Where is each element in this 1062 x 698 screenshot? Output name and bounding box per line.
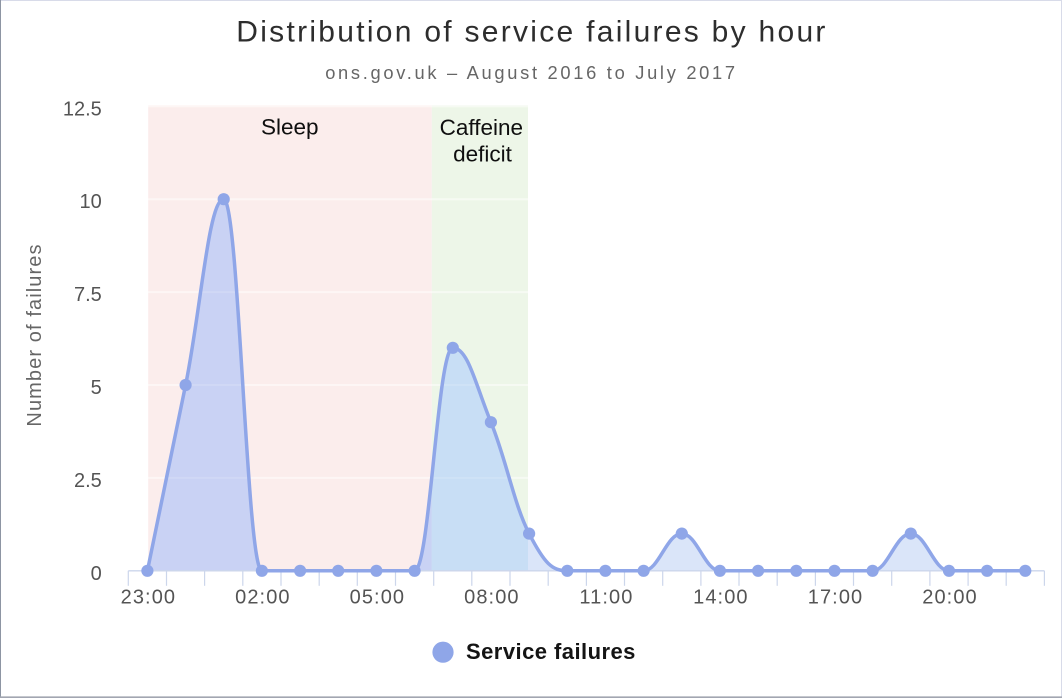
- svg-text:7.5: 7.5: [74, 284, 102, 306]
- svg-text:23:00: 23:00: [121, 586, 177, 608]
- svg-text:2.5: 2.5: [74, 470, 102, 492]
- svg-text:17:00: 17:00: [808, 586, 864, 608]
- svg-text:ons.gov.uk – August 2016 to Ju: ons.gov.uk – August 2016 to July 2017: [325, 62, 738, 83]
- svg-text:5: 5: [91, 377, 102, 399]
- svg-text:05:00: 05:00: [350, 586, 406, 608]
- svg-text:12.5: 12.5: [63, 98, 102, 120]
- svg-text:02:00: 02:00: [235, 586, 291, 608]
- svg-text:deficit: deficit: [453, 141, 513, 166]
- svg-text:Distribution of service failur: Distribution of service failures by hour: [236, 15, 827, 48]
- svg-text:20:00: 20:00: [922, 586, 978, 608]
- svg-text:Sleep: Sleep: [261, 115, 319, 140]
- svg-text:Number of failures: Number of failures: [24, 243, 46, 426]
- svg-text:Service failures: Service failures: [466, 639, 636, 664]
- svg-text:0: 0: [91, 563, 102, 585]
- svg-text:08:00: 08:00: [464, 586, 520, 608]
- svg-text:Caffeine: Caffeine: [440, 115, 523, 140]
- svg-text:14:00: 14:00: [693, 586, 749, 608]
- svg-text:11:00: 11:00: [579, 586, 633, 608]
- svg-text:10: 10: [80, 191, 102, 213]
